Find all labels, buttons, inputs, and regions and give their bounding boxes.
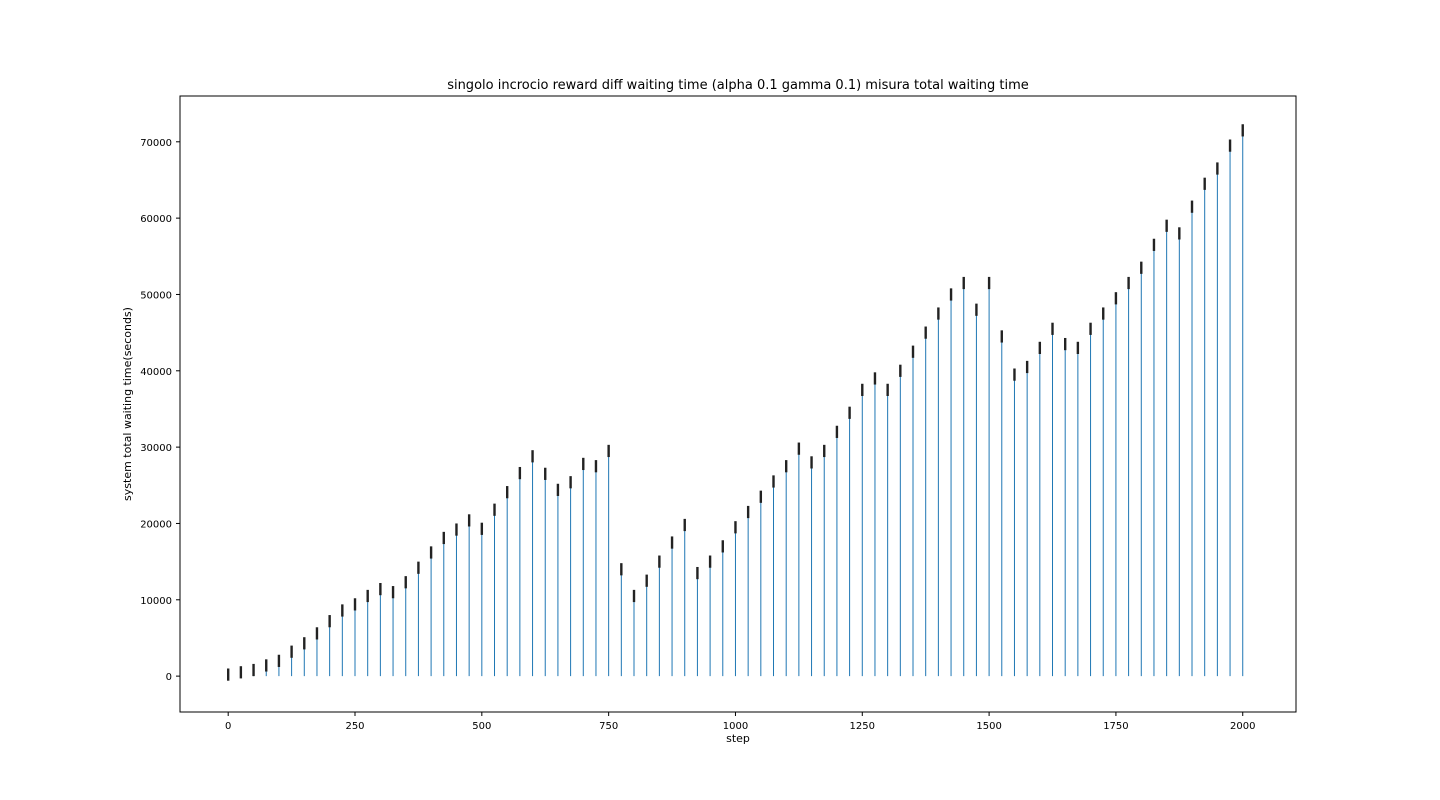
x-axis-label: step: [726, 732, 750, 745]
stem-lines: [227, 130, 1244, 677]
x-tick-label: 500: [472, 721, 491, 732]
x-tick-label: 1750: [1103, 721, 1128, 732]
x-tick-label: 250: [345, 721, 364, 732]
x-tick-label: 1250: [850, 721, 875, 732]
y-tick-label: 50000: [140, 290, 172, 301]
x-axis-ticks: 0 250 500 750 1000 1250 1500 1750 2000: [225, 712, 1255, 732]
chart-title: singolo incrocio reward diff waiting tim…: [447, 78, 1029, 93]
x-tick-label: 0: [225, 721, 231, 732]
y-tick-label: 10000: [140, 596, 172, 607]
y-tick-label: 40000: [140, 367, 172, 378]
y-axis-ticks: 0 10000 20000 30000 40000 50000 60000 70000: [140, 138, 180, 683]
y-axis-label: system total waiting time(seconds): [121, 307, 134, 501]
y-tick-label: 70000: [140, 138, 172, 149]
x-tick-label: 750: [599, 721, 618, 732]
x-tick-label: 1000: [723, 721, 748, 732]
x-tick-label: 1500: [976, 721, 1001, 732]
y-tick-label: 30000: [140, 443, 172, 454]
error-bars: [226, 124, 1244, 681]
y-tick-label: 60000: [140, 214, 172, 225]
y-tick-label: 20000: [140, 519, 172, 530]
y-tick-label: 0: [166, 672, 172, 683]
x-tick-label: 2000: [1230, 721, 1255, 732]
plot-area: [179, 95, 1297, 713]
